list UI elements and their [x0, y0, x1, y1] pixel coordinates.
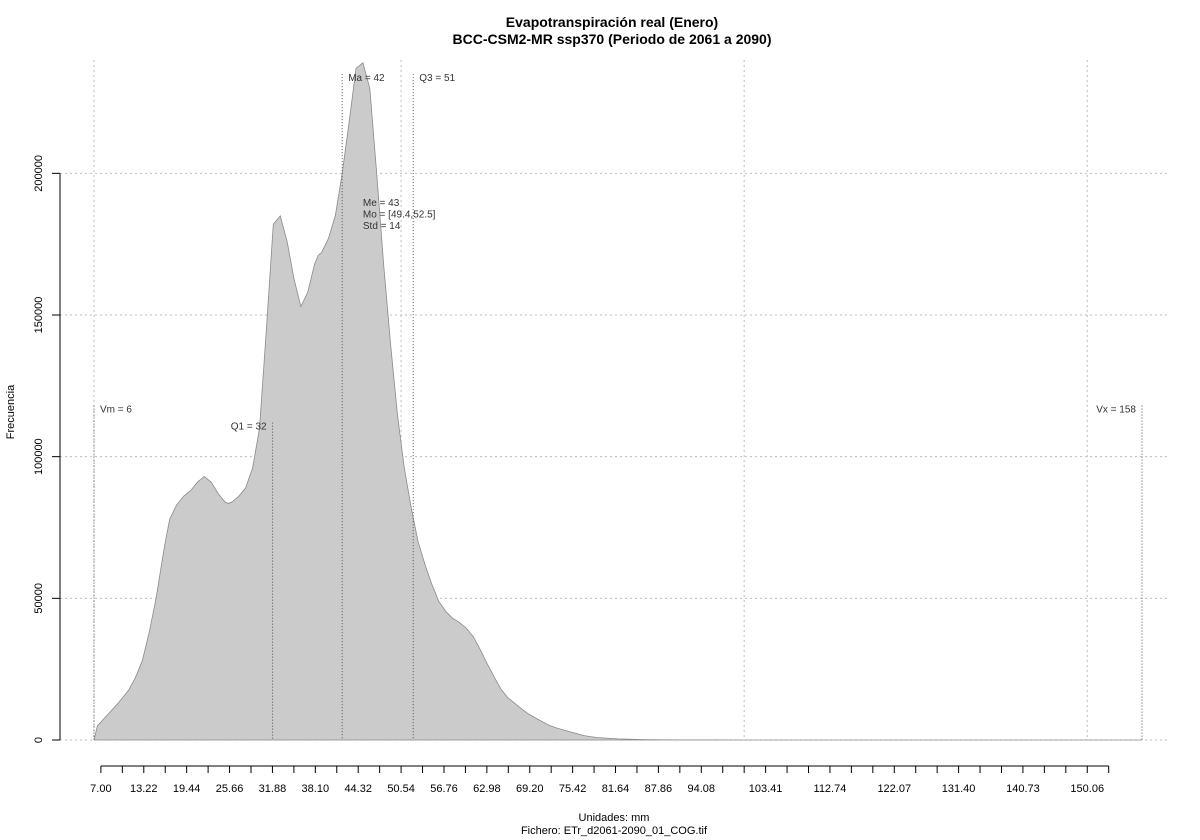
- marker-label: Q3 = 51: [419, 73, 455, 84]
- y-tick-label: 0: [33, 737, 45, 743]
- stats-line: Std = 14: [363, 221, 401, 232]
- x-tick-label: 56.76: [430, 783, 458, 795]
- markers: Vm = 6 Q1 = 32 Ma = 42 Q3 = 51 Vx = 158: [93, 73, 1143, 740]
- y-tick-label: 150000: [33, 297, 45, 334]
- x-tick-label: 75.42: [559, 783, 587, 795]
- x-tick-label: 25.66: [216, 783, 244, 795]
- x-tick-label: 122.07: [877, 783, 911, 795]
- chart-title: Evapotranspiración real (Enero): [506, 14, 718, 30]
- x-tick-label: 150.06: [1070, 783, 1104, 795]
- x-tick-label: 69.20: [516, 783, 544, 795]
- x-tick-label: 103.41: [749, 783, 783, 795]
- x-axis: 7.00 13.22 19.44 25.66 31.88 38.10 44.32 50.54 5…: [90, 765, 1110, 795]
- x-axis-label: Unidades: mm: [579, 812, 650, 824]
- marker-label: Ma = 42: [348, 73, 385, 84]
- x-tick-label: 50.54: [387, 783, 415, 795]
- x-tick-label: 31.88: [259, 783, 287, 795]
- file-footer: Fichero: ETr_d2061-2090_01_COG.tif: [521, 825, 708, 837]
- stats-line: Mo = [49.4,52.5]: [363, 210, 436, 221]
- x-tick-label: 7.00: [90, 783, 111, 795]
- x-tick-label: 94.08: [688, 783, 716, 795]
- x-tick-label: 44.32: [344, 783, 372, 795]
- y-tick-label: 200000: [33, 155, 45, 192]
- x-tick-label: 19.44: [173, 783, 201, 795]
- y-tick-label: 50000: [33, 583, 45, 614]
- x-tick-label: 140.73: [1006, 783, 1040, 795]
- marker-label: Q1 = 32: [231, 422, 267, 433]
- marker-label: Vm = 6: [100, 405, 132, 416]
- x-tick-label: 13.22: [130, 783, 158, 795]
- stats-line: Me = 43: [363, 198, 400, 209]
- chart-subtitle: BCC-CSM2-MR ssp370 (Periodo de 2061 a 20…: [453, 31, 772, 47]
- marker-label: Vx = 158: [1096, 405, 1136, 416]
- x-tick-label: 38.10: [302, 783, 330, 795]
- area-series: [93, 62, 1142, 741]
- x-tick-label: 112.74: [814, 783, 847, 795]
- x-tick-label: 87.86: [645, 783, 673, 795]
- x-tick-label: 81.64: [602, 783, 630, 795]
- y-axis: 0 50000 100000 150000 200000: [33, 155, 61, 743]
- y-tick-label: 100000: [33, 438, 45, 475]
- density-area: [93, 62, 1142, 741]
- x-tick-label: 131.40: [942, 783, 976, 795]
- x-tick-label: 62.98: [473, 783, 501, 795]
- y-axis-label: Frecuencia: [5, 384, 17, 439]
